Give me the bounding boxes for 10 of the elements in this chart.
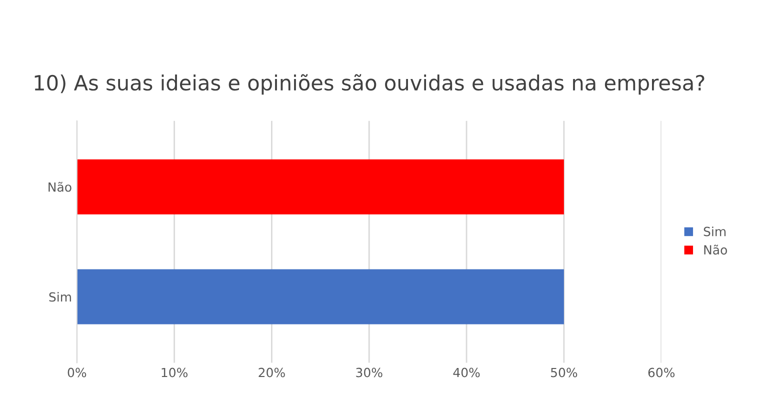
x-tick-label: 20% — [258, 368, 285, 378]
x-tick-label: 40% — [453, 368, 480, 378]
legend-label: Não — [704, 244, 728, 255]
x-tick-label: 50% — [551, 368, 578, 378]
chart-title: 10) As suas ideias e opiniões são ouvidas e usadas na empresa? — [34, 74, 704, 95]
x-tick-label: 60% — [648, 368, 675, 378]
legend-label: Sim — [704, 226, 726, 236]
x-tick-label: 0% — [68, 368, 86, 378]
x-tick-label: 30% — [356, 368, 382, 378]
x-tick-label: 10% — [162, 368, 188, 378]
